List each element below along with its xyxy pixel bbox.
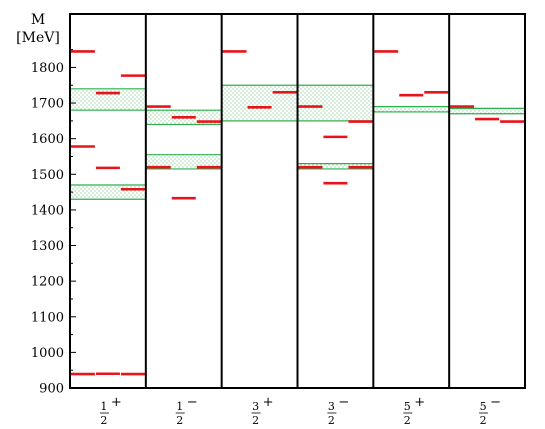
y-tick-label: 1200 [31, 275, 64, 290]
y-tick-label: 1000 [31, 346, 64, 361]
y-tick-label: 1400 [31, 203, 64, 218]
x-label-parity: + [263, 395, 274, 410]
x-tick-label: 32 + [251, 395, 274, 427]
x-label-denominator: 2 [480, 414, 487, 427]
x-tick-label: 52+ [403, 395, 425, 427]
band-shade [70, 88, 146, 111]
x-label-parity: − [338, 395, 349, 410]
x-label-parity: − [187, 395, 198, 410]
x-label-denominator: 2 [328, 414, 335, 427]
y-axis: 900 1000 1100 1200 1300 1400 1500 1600 1700 1800 [31, 49, 76, 397]
x-label-numerator: 5 [480, 400, 487, 413]
band-shade [145, 154, 222, 169]
x-tick-label: 12 + [99, 395, 122, 427]
y-axis-label-line1: M [31, 12, 45, 28]
y-tick-label: 900 [39, 382, 64, 397]
levels-layer [70, 50, 525, 376]
y-tick-label: 1700 [31, 97, 64, 112]
x-label-parity: + [414, 395, 425, 410]
x-tick-label: 32− [327, 395, 349, 427]
x-axis: 12+ 12− 32+ 32− 52+ 52− [99, 395, 501, 427]
y-tick-label: 1800 [31, 61, 64, 76]
band-shade [449, 108, 525, 114]
band-shade [373, 106, 450, 112]
x-label-denominator: 2 [252, 414, 259, 427]
y-axis-label-line2: [MeV] [16, 30, 60, 46]
y-tick-label: 1300 [31, 239, 64, 254]
plot-frame [69, 13, 526, 389]
x-tick-label: 52− [479, 395, 501, 427]
x-label-parity: − [490, 395, 501, 410]
x-label-numerator: 1 [100, 400, 107, 413]
y-tick-label: 1500 [31, 168, 64, 183]
x-label-numerator: 1 [176, 400, 183, 413]
x-label-denominator: 2 [404, 414, 411, 427]
x-label-numerator: 3 [252, 400, 259, 413]
x-label-denominator: 2 [176, 414, 183, 427]
x-label-numerator: 5 [404, 400, 411, 413]
band-shade [297, 85, 374, 121]
bands-layer [70, 84, 525, 200]
x-label-denominator: 2 [100, 414, 107, 427]
x-tick-label: 12− [175, 395, 198, 427]
x-label-numerator: 3 [328, 400, 335, 413]
band-shade [70, 184, 146, 200]
x-label-parity: + [111, 395, 122, 410]
y-tick-label: 1600 [31, 132, 64, 147]
band-shade [297, 163, 374, 169]
band-shade [221, 85, 298, 121]
y-tick-label: 1100 [31, 310, 64, 325]
